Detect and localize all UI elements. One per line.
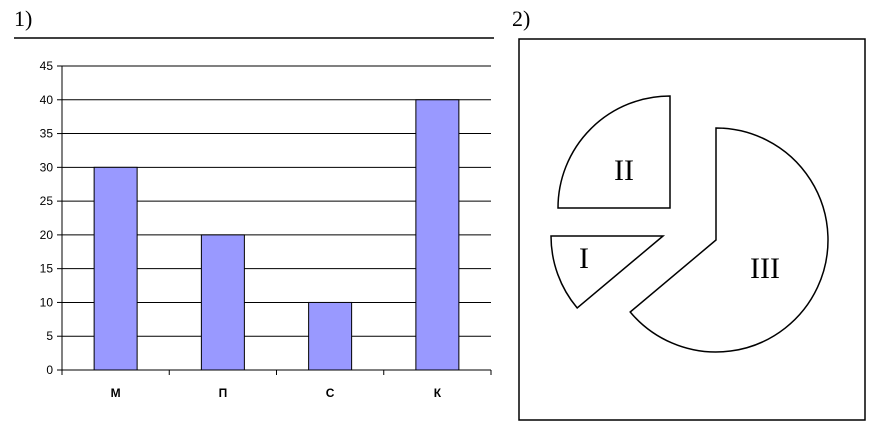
bar [415, 99, 460, 371]
x-tick-label: П [219, 386, 228, 400]
y-tick-label: 20 [40, 228, 54, 242]
pie-slice-ii [557, 95, 671, 209]
pie-panel-label: 2) [512, 6, 531, 31]
pie-slice-label: III [750, 252, 780, 285]
pie-panel-frame [518, 38, 866, 421]
pie-slice-i [550, 235, 666, 310]
x-tick-label: К [434, 386, 442, 400]
y-tick-label: 40 [40, 93, 54, 107]
y-tick-label: 30 [40, 160, 54, 174]
pie-slice-iii [629, 127, 829, 353]
pie-slice-label: I [579, 242, 589, 275]
x-tick-label: С [326, 386, 335, 400]
bar [308, 301, 353, 371]
bar-panel-label: 1) [14, 6, 33, 31]
pie-slice-label: II [614, 154, 634, 187]
y-tick-label: 25 [40, 194, 54, 208]
y-tick-label: 45 [40, 59, 54, 73]
y-tick-label: 10 [40, 295, 54, 309]
y-tick-label: 15 [40, 262, 54, 276]
x-tick-label: М [111, 386, 121, 400]
y-tick-label: 0 [46, 363, 53, 377]
bar [200, 234, 245, 371]
y-tick-label: 5 [46, 329, 53, 343]
y-tick-label: 35 [40, 127, 54, 141]
bar-chart: 0 5 10 15 20 25 30 35 40 45 М П С К [40, 59, 492, 400]
bar [93, 166, 138, 371]
